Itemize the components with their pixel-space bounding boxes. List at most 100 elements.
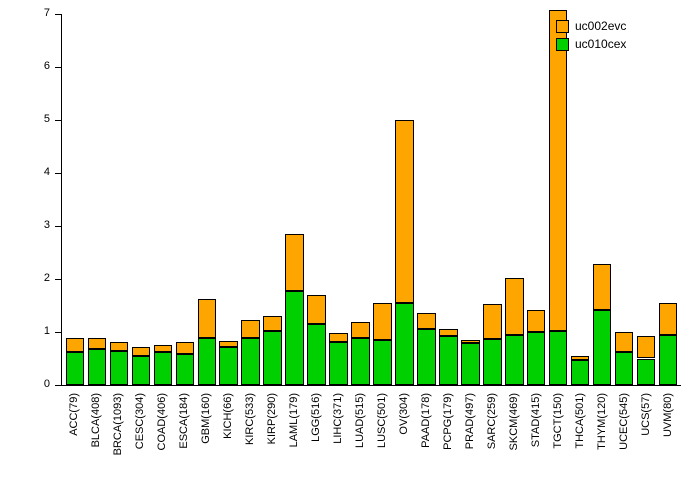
legend-swatch-uc010cex: [556, 38, 569, 51]
x-axis-label: ACC(79): [68, 393, 81, 436]
y-axis-tick: [55, 279, 61, 280]
y-axis-tick: [55, 67, 61, 68]
y-tick-label: 4: [43, 166, 50, 178]
x-axis-label: UCS(57): [639, 393, 652, 436]
y-axis-tick: [55, 173, 61, 174]
y-tick-label: 2: [43, 272, 50, 284]
legend-label: uc002evc: [575, 19, 627, 33]
y-tick-label: 3: [43, 219, 50, 231]
bar-segment-uc002evc: [527, 309, 546, 332]
bar-segment-uc010cex: [417, 329, 436, 385]
bar-segment-uc002evc: [417, 313, 436, 330]
bar-segment-uc002evc: [505, 277, 524, 335]
bar-segment-uc002evc: [65, 338, 84, 353]
bar-segment-uc002evc: [153, 345, 172, 353]
x-axis-label: THYM(120): [595, 393, 608, 450]
bar-segment-uc002evc: [395, 120, 414, 303]
bar-segment-uc010cex: [505, 334, 524, 385]
bar-segment-uc010cex: [659, 334, 678, 385]
y-axis-tick: [55, 385, 61, 386]
bar-segment-uc010cex: [131, 355, 150, 385]
bar-segment-uc010cex: [65, 352, 84, 385]
bar-segment-uc010cex: [175, 354, 194, 385]
bar-segment-uc010cex: [461, 342, 480, 385]
x-axis-label: GBM(160): [200, 393, 213, 444]
x-axis-label: LIHC(371): [332, 393, 345, 444]
y-axis-tick: [55, 120, 61, 121]
y-axis-line: [61, 14, 62, 386]
bar-segment-uc002evc: [329, 333, 348, 342]
bar-segment-uc002evc: [307, 294, 326, 325]
bar-segment-uc002evc: [615, 332, 634, 353]
y-tick-label: 7: [43, 7, 50, 19]
x-axis-label: PAAD(178): [419, 393, 432, 448]
x-axis-label: KIRC(533): [244, 393, 257, 445]
y-tick-label: 5: [43, 113, 50, 125]
bar-segment-uc002evc: [483, 304, 502, 339]
x-axis-label: PRAD(497): [463, 393, 476, 450]
x-axis-label: LGG(516): [310, 393, 323, 442]
x-axis-label: TGCT(150): [551, 393, 564, 449]
x-axis-label: THCA(501): [573, 393, 586, 449]
bar-segment-uc002evc: [109, 341, 128, 351]
bar-segment-uc010cex: [263, 330, 282, 385]
bar-segment-uc002evc: [593, 264, 612, 310]
bar-segment-uc002evc: [571, 355, 590, 360]
x-axis-label: UVM(80): [661, 393, 674, 438]
bar-segment-uc002evc: [461, 339, 480, 343]
bar-segment-uc010cex: [395, 302, 414, 385]
x-axis-label: LAML(179): [288, 393, 301, 448]
bar-segment-uc010cex: [285, 290, 304, 385]
x-axis-label: BRCA(1093): [112, 393, 125, 456]
bar-segment-uc002evc: [263, 316, 282, 331]
bar-segment-uc010cex: [593, 309, 612, 385]
bar-segment-uc002evc: [285, 233, 304, 291]
bar-segment-uc010cex: [483, 338, 502, 385]
bar-segment-uc010cex: [153, 352, 172, 385]
bar-segment-uc010cex: [109, 350, 128, 385]
x-axis-label: UCEC(545): [617, 393, 630, 450]
x-axis-label: OV(304): [397, 393, 410, 435]
bar-segment-uc010cex: [219, 346, 238, 385]
bar-segment-uc002evc: [197, 299, 216, 339]
bar-segment-uc002evc: [131, 346, 150, 356]
x-axis-label: PCPG(179): [441, 393, 454, 450]
legend-swatch-uc002evc: [556, 20, 569, 33]
bar-segment-uc002evc: [439, 329, 458, 337]
y-tick-label: 1: [43, 325, 50, 337]
bar-segment-uc010cex: [351, 338, 370, 385]
bar-segment-uc002evc: [241, 320, 260, 339]
y-tick-label: 6: [43, 60, 50, 72]
x-axis-label: LUAD(515): [354, 393, 366, 449]
bar-segment-uc010cex: [197, 338, 216, 385]
bar-segment-uc002evc: [87, 338, 106, 349]
x-axis-label: SARC(259): [485, 393, 498, 450]
bar-segment-uc010cex: [439, 336, 458, 385]
x-axis-label: ESCA(184): [178, 393, 191, 449]
x-axis-label: COAD(406): [156, 393, 169, 451]
bar-segment-uc002evc: [175, 341, 194, 355]
y-tick-label: 0: [43, 378, 50, 390]
y-axis-tick: [55, 226, 61, 227]
x-axis-label: SKCM(469): [507, 393, 520, 451]
x-axis-label: STAD(415): [529, 393, 542, 448]
x-axis-label: KIRP(290): [266, 393, 279, 445]
bar-segment-uc010cex: [329, 341, 348, 385]
y-axis-tick: [55, 14, 61, 15]
bar-segment-uc010cex: [571, 359, 590, 385]
bar-segment-uc010cex: [241, 338, 260, 385]
bar-segment-uc010cex: [307, 324, 326, 385]
x-axis-label: KICH(66): [222, 393, 235, 439]
x-axis-label: BLCA(408): [90, 393, 103, 448]
bar-segment-uc002evc: [373, 302, 392, 340]
x-axis-label: CESC(304): [134, 393, 147, 450]
bar-segment-uc010cex: [527, 332, 546, 385]
y-axis-tick: [55, 332, 61, 333]
bar-segment-uc010cex: [549, 330, 568, 385]
bar-segment-uc010cex: [373, 339, 392, 385]
bar-segment-uc002evc: [219, 341, 238, 347]
bar-segment-uc010cex: [615, 352, 634, 385]
bar-segment-uc010cex: [87, 348, 106, 385]
x-axis-line: [61, 385, 681, 386]
